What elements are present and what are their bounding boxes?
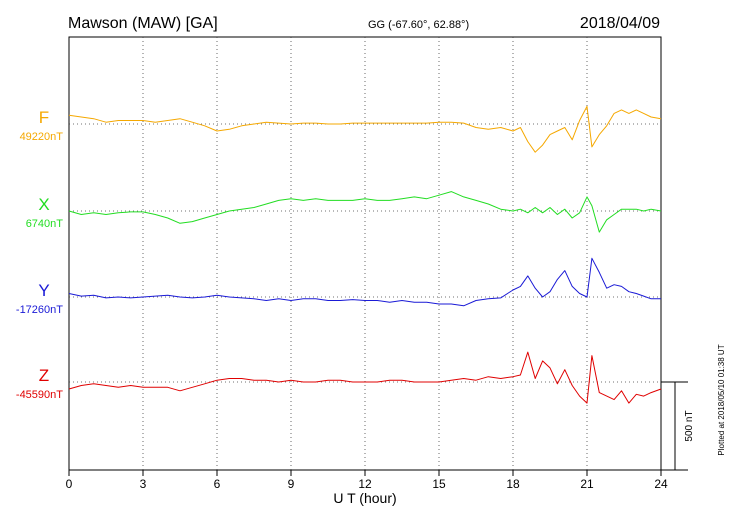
x-tick-label-21: 21 — [580, 477, 594, 491]
series-baseline-value-f: 49220nT — [20, 131, 64, 143]
scale-bar: 500 nT — [661, 381, 695, 471]
series-line-f — [68, 105, 662, 153]
plotted-at-note: Plotted at 2018/05/10 01:38 UT — [717, 344, 726, 455]
series-line-y — [68, 257, 661, 307]
x-axis-label: U T (hour) — [333, 490, 396, 506]
series-baseline-value-x: 6740nT — [26, 218, 64, 230]
x-tick-label-9: 9 — [288, 477, 295, 491]
series-lines — [68, 105, 662, 404]
x-tick-label-0: 0 — [66, 477, 73, 491]
x-axis-ticks: 0 3 6 9 12 15 18 21 24 — [66, 470, 668, 491]
series-baseline-value-y: -17260nT — [16, 304, 63, 316]
series-labels: F 49220nT X 6740nT Y -17260nT Z -45590nT — [16, 108, 63, 401]
station-coordinates: GG (-67.60°, 62.88°) — [368, 19, 469, 31]
x-tick-label-3: 3 — [140, 477, 147, 491]
series-name-x: X — [38, 195, 49, 214]
scale-bar-label: 500 nT — [684, 410, 695, 441]
series-name-y: Y — [38, 281, 49, 300]
series-line-x — [68, 191, 662, 233]
grid-lines — [142, 37, 588, 470]
station-title: Mawson (MAW) [GA] — [68, 15, 218, 32]
x-tick-label-18: 18 — [506, 477, 520, 491]
series-name-f: F — [39, 108, 49, 127]
series-baseline-value-z: -45590nT — [16, 389, 63, 401]
x-tick-label-15: 15 — [432, 477, 446, 491]
x-tick-label-12: 12 — [358, 477, 372, 491]
series-name-z: Z — [39, 366, 49, 385]
x-tick-label-24: 24 — [654, 477, 668, 491]
x-tick-label-6: 6 — [214, 477, 221, 491]
series-line-z — [68, 351, 662, 404]
plot-date: 2018/04/09 — [580, 15, 660, 32]
